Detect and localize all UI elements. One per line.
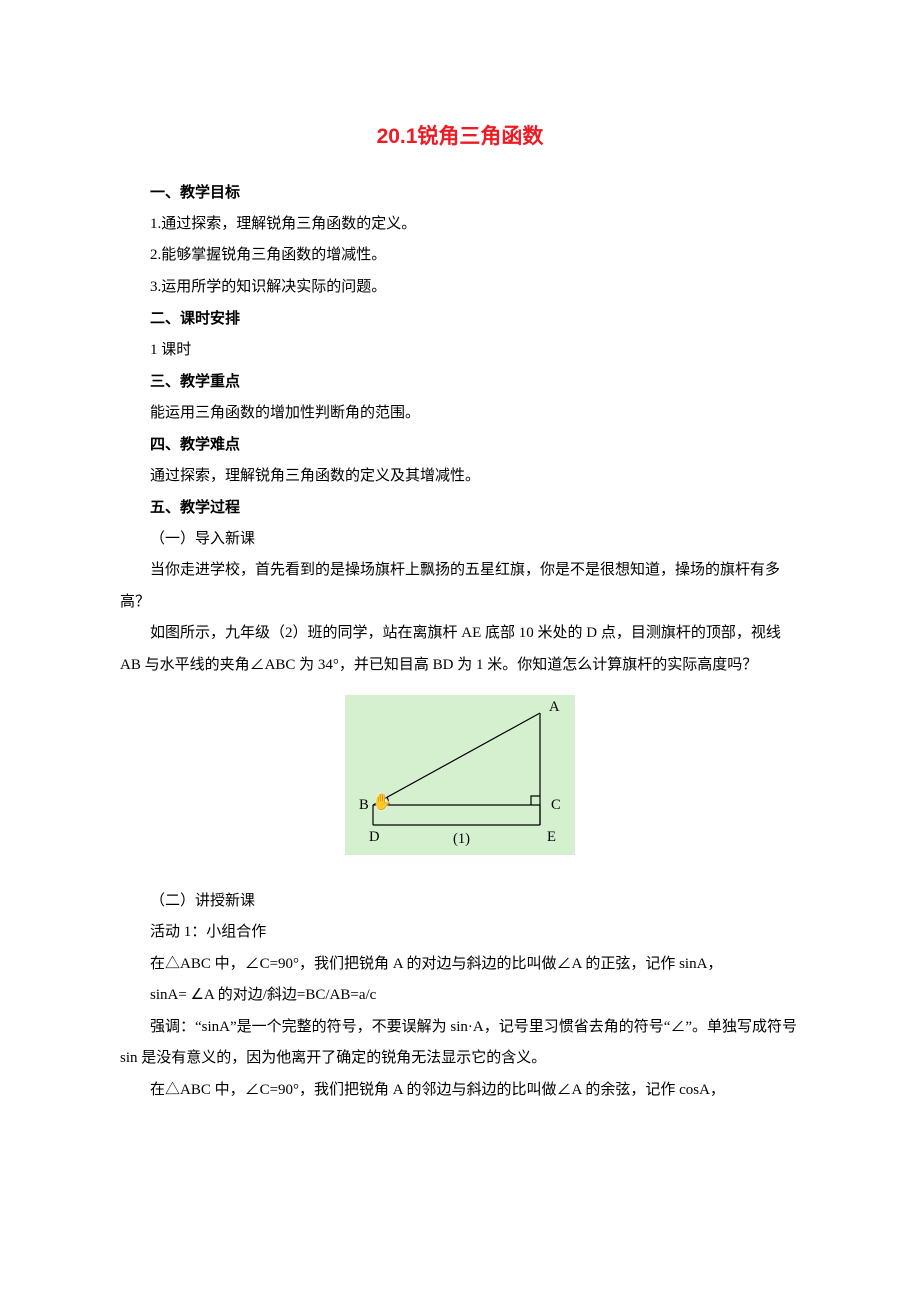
para-def-sin-1: 在△ABC 中，∠C=90°，我们把锐角 A 的对边与斜边的比叫做∠A 的正弦，… <box>120 949 800 981</box>
para-intro-1: 当你走进学校，首先看到的是操场旗杆上飘扬的五星红旗，你是不是很想知道，操场的旗杆… <box>120 555 800 618</box>
para-section-1: （一）导入新课 <box>120 524 800 556</box>
para-note-sin: 强调：“sinA”是一个完整的符号，不要误解为 sin·A，记号里习惯省去角的符… <box>120 1012 800 1075</box>
para-def-sin-2: sinA= ∠A 的对边/斜边=BC/AB=a/c <box>120 980 800 1012</box>
para-goal-3: 3.运用所学的知识解决实际的问题。 <box>120 272 800 304</box>
para-goal-2: 2.能够掌握锐角三角函数的增减性。 <box>120 240 800 272</box>
para-section-2: （二）讲授新课 <box>120 886 800 918</box>
para-goal-1: 1.通过探索，理解锐角三角函数的定义。 <box>120 209 800 241</box>
para-difficulty: 通过探索，理解锐角三角函数的定义及其增减性。 <box>120 461 800 493</box>
svg-text:C: C <box>551 797 561 813</box>
heading-difficulty: 四、教学难点 <box>120 429 800 461</box>
para-def-cos: 在△ABC 中，∠C=90°，我们把锐角 A 的邻边与斜边的比叫做∠A 的余弦，… <box>120 1075 800 1107</box>
diagram-figure-1: ABCDE(1)✋ <box>120 695 800 868</box>
heading-keypoint: 三、教学重点 <box>120 366 800 398</box>
para-periods: 1 课时 <box>120 335 800 367</box>
document-page: 20.1锐角三角函数 一、教学目标 1.通过探索，理解锐角三角函数的定义。 2.… <box>0 0 920 1302</box>
svg-text:(1): (1) <box>453 831 470 847</box>
para-keypoint: 能运用三角函数的增加性判断角的范围。 <box>120 398 800 430</box>
heading-periods: 二、课时安排 <box>120 303 800 335</box>
heading-process: 五、教学过程 <box>120 492 800 524</box>
para-intro-2: 如图所示，九年级（2）班的同学，站在离旗杆 AE 底部 10 米处的 D 点，目… <box>120 618 800 681</box>
svg-text:A: A <box>549 699 560 715</box>
svg-text:B: B <box>359 797 369 813</box>
svg-text:D: D <box>369 829 380 845</box>
heading-goals: 一、教学目标 <box>120 177 800 209</box>
svg-text:E: E <box>547 829 556 845</box>
para-activity-1: 活动 1：小组合作 <box>120 917 800 949</box>
document-title: 20.1锐角三角函数 <box>120 115 800 159</box>
